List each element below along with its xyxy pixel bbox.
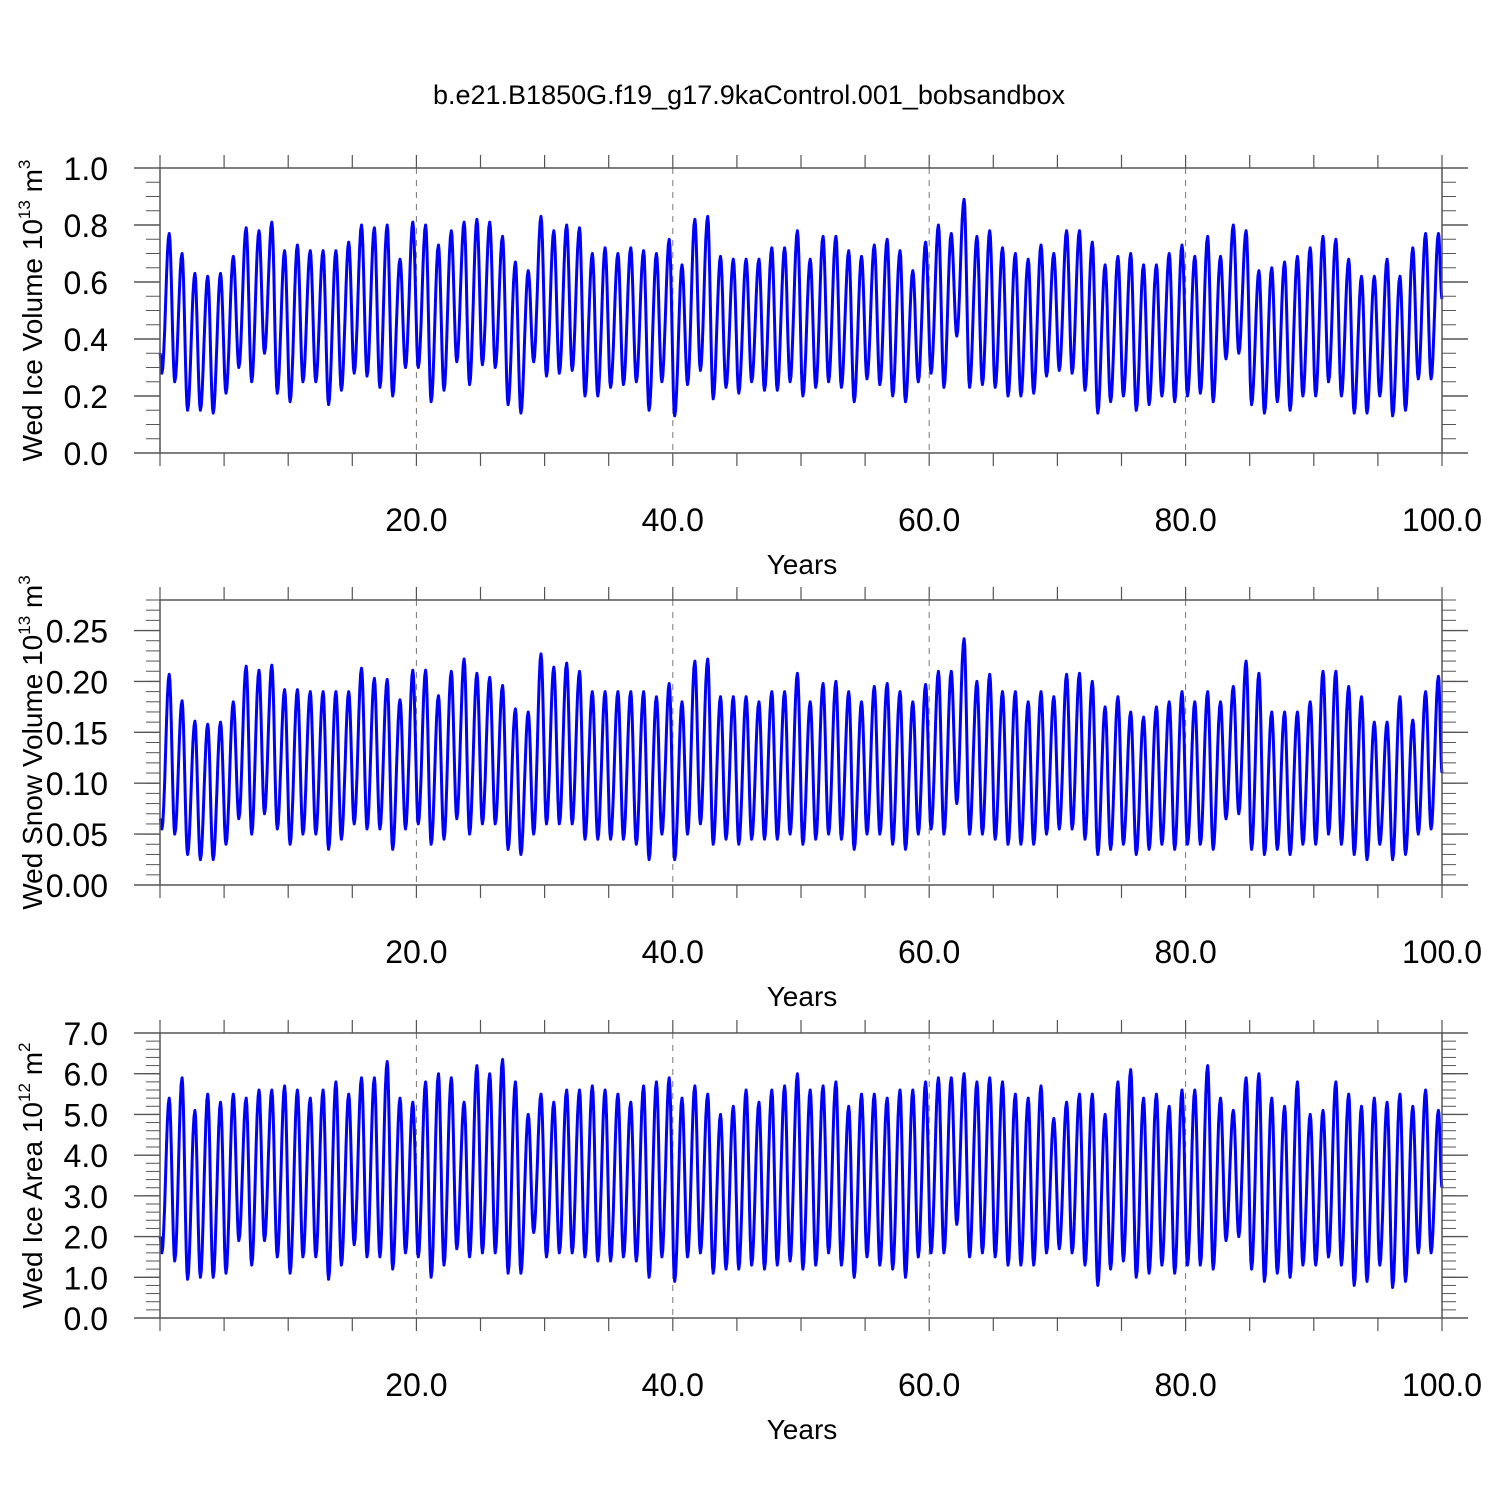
x-axis-label: Years xyxy=(767,1414,838,1445)
series-line xyxy=(158,1058,1444,1289)
x-tick-label: 80.0 xyxy=(1154,502,1216,538)
y-tick-label: 6.0 xyxy=(64,1057,108,1093)
y-tick-label: 5.0 xyxy=(64,1097,108,1133)
panel-1: 0.0 0.2 0.4 0.6 0.8 1.0 20.0 40.0 60.0 80.0 100.0 Y… xyxy=(15,151,1482,580)
series-line xyxy=(158,197,1444,418)
y-axis-label-unit-exponent: 3 xyxy=(15,575,34,584)
x-axis-label: Years xyxy=(767,549,838,580)
y-tick-label: 0.25 xyxy=(46,614,108,650)
y-axis-label-exponent: 12 xyxy=(15,1083,34,1102)
y-axis-label-unit-exponent: 3 xyxy=(15,160,34,169)
x-axis-label: Years xyxy=(767,981,838,1012)
x-tick-label: 60.0 xyxy=(898,502,960,538)
y-tick-label: 0.10 xyxy=(46,766,108,802)
x-tick-label: 100.0 xyxy=(1402,934,1482,970)
y-tick-label: 3.0 xyxy=(64,1179,108,1215)
y-tick-label: 0.8 xyxy=(64,208,108,244)
x-tick-label: 40.0 xyxy=(642,1367,704,1403)
x-tick-label: 40.0 xyxy=(642,934,704,970)
y-tick-label: 2.0 xyxy=(64,1220,108,1256)
y-axis-label: Wed Snow Volume 1013 m3 xyxy=(15,575,48,909)
y-tick-label: 0.2 xyxy=(64,379,108,415)
y-tick-label: 0.05 xyxy=(46,817,108,853)
y-axis-label-text: Wed Ice Volume 10 xyxy=(17,219,48,461)
x-tick-label: 60.0 xyxy=(898,1367,960,1403)
y-tick-label: 0.20 xyxy=(46,664,108,700)
x-tick-label: 100.0 xyxy=(1402,1367,1482,1403)
series-line xyxy=(158,637,1444,862)
y-axis-label-text: Wed Snow Volume 10 xyxy=(17,635,48,910)
y-axis-label-unit-exponent: 2 xyxy=(15,1043,34,1052)
plot-frame xyxy=(159,1032,1443,1319)
x-tick-label: 40.0 xyxy=(642,502,704,538)
y-tick-label: 0.00 xyxy=(46,868,108,904)
y-axis-label-exponent: 13 xyxy=(15,616,34,635)
x-tick-label: 80.0 xyxy=(1154,934,1216,970)
y-axis-label-exponent: 13 xyxy=(15,200,34,219)
x-tick-label: 60.0 xyxy=(898,934,960,970)
panel-3: 0.0 1.0 2.0 3.0 4.0 5.0 6.0 7.0 20.0 40.0 60.0 80.0… xyxy=(15,1016,1482,1445)
y-tick-label: 1.0 xyxy=(64,151,108,187)
plot-frame xyxy=(159,167,1443,454)
y-axis-label: Wed Ice Volume 1013 m3 xyxy=(15,160,48,462)
x-tick-label: 20.0 xyxy=(385,934,447,970)
y-tick-label: 0.4 xyxy=(64,322,108,358)
panel-2: 0.00 0.05 0.10 0.15 0.20 0.25 20.0 40.0 60.0 80.0… xyxy=(15,575,1482,1012)
y-tick-label: 0.0 xyxy=(64,436,108,472)
x-tick-label: 100.0 xyxy=(1402,502,1482,538)
y-tick-label: 1.0 xyxy=(64,1260,108,1296)
y-tick-label: 4.0 xyxy=(64,1138,108,1174)
y-axis-label-unit: m xyxy=(17,169,48,200)
y-axis-label-unit: m xyxy=(17,585,48,616)
y-axis-label-unit: m xyxy=(17,1052,48,1083)
y-tick-label: 0.6 xyxy=(64,265,108,301)
chart-title: b.e21.B1850G.f19_g17.9kaControl.001_bobs… xyxy=(433,80,1066,110)
y-tick-label: 0.0 xyxy=(64,1301,108,1337)
y-tick-label: 7.0 xyxy=(64,1016,108,1052)
y-tick-label: 0.15 xyxy=(46,715,108,751)
y-axis-label-text: Wed Ice Area 10 xyxy=(17,1102,48,1309)
y-axis-label: Wed Ice Area 1012 m2 xyxy=(15,1043,48,1309)
plot-frame xyxy=(159,599,1443,886)
x-tick-label: 80.0 xyxy=(1154,1367,1216,1403)
x-tick-label: 20.0 xyxy=(385,1367,447,1403)
x-tick-label: 20.0 xyxy=(385,502,447,538)
